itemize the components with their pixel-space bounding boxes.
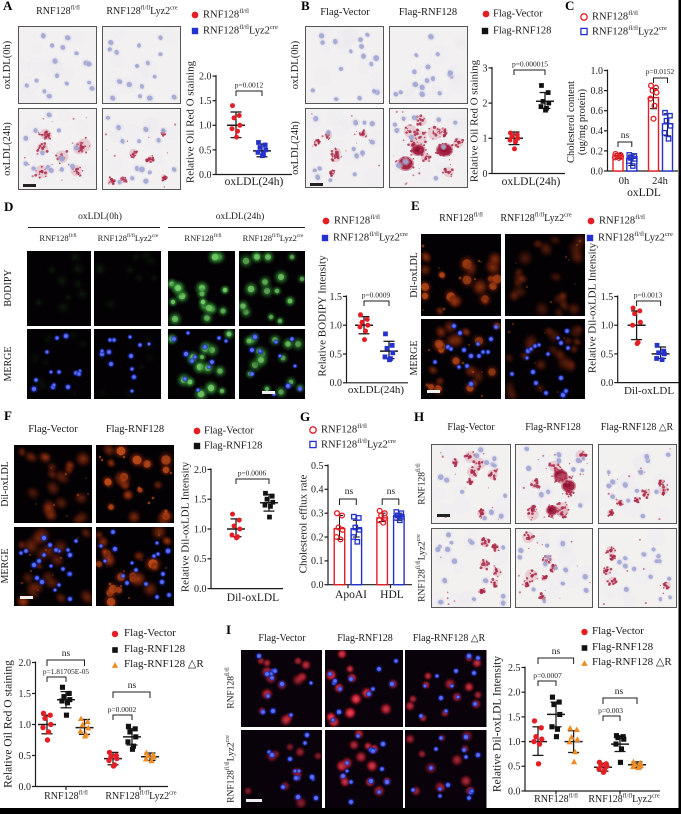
svg-text:1: 1	[483, 134, 488, 145]
svg-text:0.3: 0.3	[311, 509, 324, 520]
svg-text:1.0: 1.0	[508, 737, 521, 748]
svg-text:0.8: 0.8	[591, 86, 604, 97]
svg-text:1.0: 1.0	[19, 720, 32, 731]
svg-text:1.5: 1.5	[19, 689, 32, 700]
svg-text:1.0: 1.0	[330, 321, 343, 332]
svg-text:0.0: 0.0	[194, 584, 207, 595]
svg-text:1.5: 1.5	[601, 292, 614, 303]
svg-text:1.5: 1.5	[194, 495, 207, 506]
svg-text:ns: ns	[615, 687, 624, 697]
svg-text:p=0.003: p=0.003	[598, 706, 623, 715]
svg-text:1.0: 1.0	[601, 321, 614, 332]
svg-text:2.0: 2.0	[199, 72, 212, 83]
svg-text:0.0: 0.0	[199, 170, 212, 181]
svg-text:p=1.81705E-05: p=1.81705E-05	[43, 667, 90, 676]
svg-text:p=0.0013: p=0.0013	[634, 291, 663, 300]
svg-text:0.4: 0.4	[591, 126, 604, 137]
svg-text:1.0: 1.0	[194, 524, 207, 535]
svg-text:p=0.0006: p=0.0006	[238, 469, 267, 478]
svg-text:0.2: 0.2	[591, 146, 604, 157]
svg-text:0: 0	[483, 169, 488, 180]
svg-text:0.0: 0.0	[508, 786, 521, 797]
svg-text:0.0: 0.0	[311, 580, 324, 591]
svg-text:0.4: 0.4	[311, 485, 324, 496]
svg-text:ns: ns	[552, 647, 561, 657]
svg-text:0.2: 0.2	[311, 532, 324, 543]
svg-text:0.5: 0.5	[199, 145, 212, 156]
svg-text:0.6: 0.6	[591, 106, 604, 117]
svg-text:p=0.0007: p=0.0007	[533, 671, 562, 680]
svg-text:ns: ns	[128, 681, 137, 691]
svg-text:p=0.0152: p=0.0152	[646, 67, 675, 76]
svg-text:2.0: 2.0	[508, 688, 521, 699]
svg-text:p=0.000015: p=0.000015	[512, 60, 548, 69]
svg-text:0.5: 0.5	[311, 461, 324, 472]
svg-text:2.0: 2.0	[19, 658, 32, 669]
svg-text:3: 3	[483, 63, 488, 74]
svg-text:0.1: 0.1	[311, 556, 324, 567]
svg-text:0.5: 0.5	[194, 554, 207, 565]
svg-text:1.0: 1.0	[199, 121, 212, 132]
svg-text:ns: ns	[621, 131, 630, 141]
svg-text:ns: ns	[62, 649, 71, 659]
svg-text:0.0: 0.0	[19, 782, 32, 793]
svg-text:0.0: 0.0	[330, 378, 343, 389]
svg-text:ns: ns	[345, 487, 354, 497]
svg-text:0.5: 0.5	[19, 751, 32, 762]
svg-text:p=0.0009: p=0.0009	[362, 291, 391, 300]
svg-text:2.0: 2.0	[194, 465, 207, 476]
svg-text:1.0: 1.0	[591, 66, 604, 77]
svg-text:0.5: 0.5	[601, 349, 614, 360]
svg-text:2.5: 2.5	[508, 663, 521, 674]
svg-text:ns: ns	[387, 487, 396, 497]
svg-text:p=0.0002: p=0.0002	[108, 705, 137, 714]
svg-text:p=0.0012: p=0.0012	[235, 81, 264, 90]
svg-text:0.0: 0.0	[591, 166, 604, 177]
svg-text:2: 2	[483, 99, 488, 110]
svg-text:0.5: 0.5	[508, 762, 521, 773]
svg-text:0.0: 0.0	[601, 378, 614, 389]
svg-text:0.5: 0.5	[330, 349, 343, 360]
svg-text:1.5: 1.5	[330, 292, 343, 303]
svg-text:1.5: 1.5	[508, 712, 521, 723]
svg-text:1.5: 1.5	[199, 96, 212, 107]
